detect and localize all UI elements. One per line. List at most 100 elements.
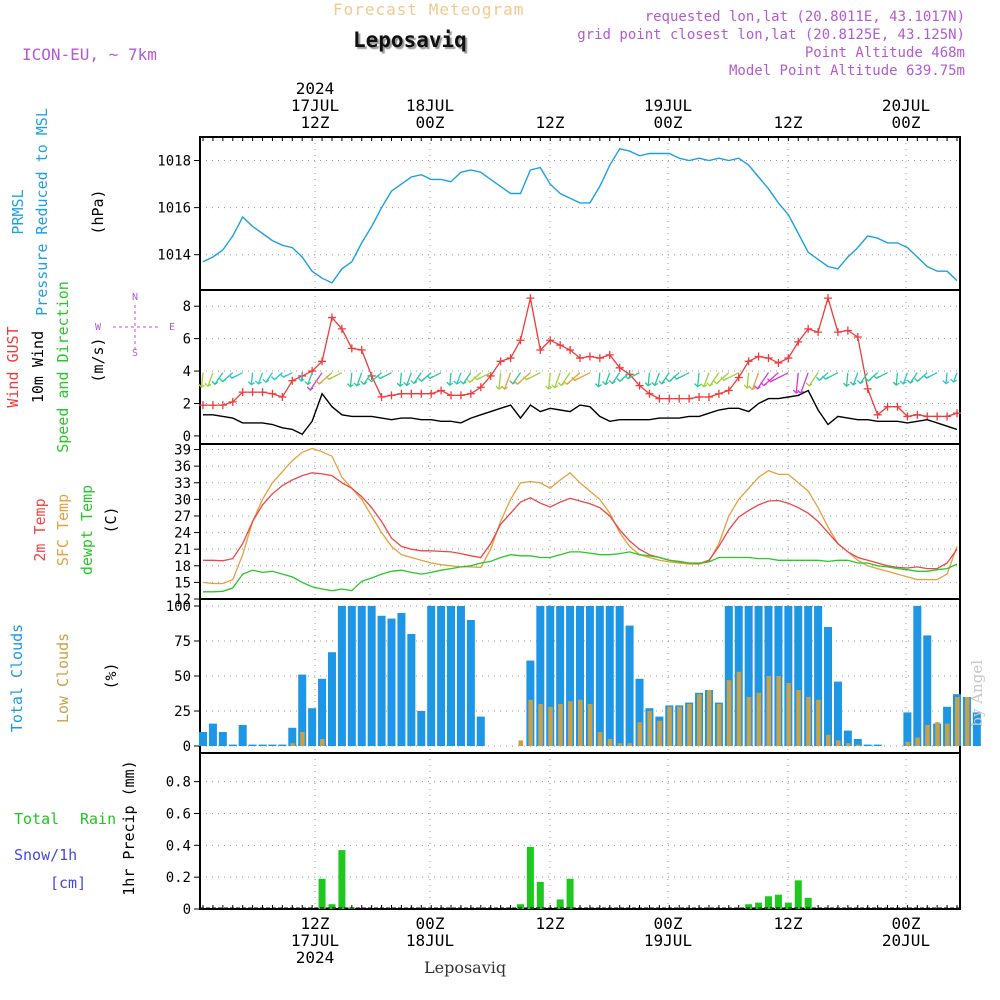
total-clouds-bar <box>318 678 327 746</box>
wind-arrowhead <box>624 375 632 380</box>
temp-unit: (C) <box>102 506 120 533</box>
gust-marker <box>824 294 833 303</box>
gust-marker <box>873 410 882 419</box>
wind-arrow <box>852 372 859 386</box>
wind-arrow <box>399 372 403 387</box>
gust-marker <box>685 394 694 403</box>
rain-bar <box>338 850 346 909</box>
wind-arrowhead <box>501 385 508 390</box>
compass-w: W <box>95 322 102 333</box>
wind-arrowhead <box>797 389 805 395</box>
chart-title: Leposaviq <box>353 28 467 52</box>
total-clouds-bar <box>585 606 594 746</box>
y-tick-label: 25 <box>174 704 191 720</box>
total-clouds-bar <box>754 606 763 746</box>
gust-marker <box>268 389 277 398</box>
y-tick-label: 15 <box>174 575 191 591</box>
wind-arrowhead <box>557 382 565 387</box>
gust-marker <box>516 336 525 345</box>
total-clouds-bar <box>397 613 406 746</box>
gust-marker <box>774 358 783 367</box>
wind-arrow <box>895 372 899 386</box>
wind-label: 10m Wind <box>29 331 47 403</box>
gust-marker <box>615 363 624 372</box>
total-clouds-bar <box>605 606 614 746</box>
total-clouds-bar <box>248 744 257 746</box>
low-clouds-bar <box>746 697 752 746</box>
wind-arrowhead <box>315 380 323 385</box>
wind-arrow <box>449 372 452 386</box>
wind-arrow <box>800 372 809 394</box>
total-clouds-label: Total Clouds <box>8 624 26 732</box>
total-clouds-bar <box>794 606 803 746</box>
wind-arrowhead <box>410 379 418 385</box>
gust-marker <box>744 357 753 366</box>
wind-arrowhead <box>720 376 728 381</box>
wind-arrowhead <box>204 382 212 388</box>
wind-arrowhead <box>551 384 559 389</box>
total-clouds-bar <box>407 634 416 746</box>
time-label-top: 12Z <box>301 113 330 132</box>
gust-marker <box>347 344 356 353</box>
y-tick-label: 39 <box>174 443 191 459</box>
total-rain-label-2: Rain <box>80 810 116 828</box>
wind-arrowhead <box>616 377 624 383</box>
snow-label-1: Snow/1h <box>14 846 77 864</box>
low-clouds-bar <box>568 701 573 746</box>
time-label-top: 18JUL <box>406 96 454 115</box>
wind-arrowhead <box>864 377 872 382</box>
panel-frame <box>199 752 961 910</box>
rain-bar <box>556 899 564 909</box>
wind-arrowhead <box>271 376 278 381</box>
rain-bar <box>765 896 772 909</box>
low-clouds-bar <box>548 706 553 746</box>
y-tick-label: 0.6 <box>166 806 191 822</box>
wind-unit: (m/s) <box>89 337 107 382</box>
t2m-label: 2m Temp <box>31 498 49 561</box>
wind-line <box>203 389 958 436</box>
gust-marker <box>695 392 704 401</box>
wind-arrowhead <box>665 378 673 383</box>
sfc-temp-label: SFC Temp <box>54 494 72 566</box>
low-clouds-bar <box>756 692 762 746</box>
wind-arrowhead <box>748 386 756 391</box>
time-label-top: 00Z <box>416 113 445 132</box>
low-clouds-bar <box>528 699 533 746</box>
total-clouds-bar <box>476 716 485 746</box>
low-clouds-bar <box>776 676 781 746</box>
wind-arrowhead <box>571 376 579 382</box>
wind-gust-label: Wind GUST <box>4 326 22 407</box>
low-clouds-bar <box>667 706 672 746</box>
low-clouds-bar <box>627 743 633 746</box>
wind-arrowhead <box>304 380 312 386</box>
low-clouds-bar <box>538 704 543 746</box>
wind-arrowhead <box>376 375 384 380</box>
gust-marker <box>526 294 535 303</box>
y-tick-label: 0 <box>183 902 191 918</box>
wind-arrow <box>307 372 313 385</box>
rain-bar <box>536 881 544 909</box>
wind-arrow <box>756 372 770 390</box>
wind-arrow <box>349 372 353 387</box>
time-label-top: 17JUL <box>291 96 339 115</box>
rain-bar <box>328 904 336 909</box>
time-label-bottom: 2024 <box>296 948 335 967</box>
wind-arrow <box>909 372 918 384</box>
wind-arrow <box>498 372 502 390</box>
wind-arrowhead <box>513 380 521 386</box>
gust-marker <box>437 386 446 395</box>
gust-marker <box>407 389 416 398</box>
gust-marker <box>794 337 803 346</box>
gust-marker <box>506 354 515 363</box>
time-label-bottom: 18JUL <box>406 931 454 950</box>
gust-marker <box>248 388 257 397</box>
wind-arrow <box>547 372 551 390</box>
y-tick-label: 1014 <box>157 248 191 264</box>
y-tick-label: 0.2 <box>166 870 191 886</box>
wind-arrowhead <box>712 380 720 385</box>
gust-marker <box>327 313 336 322</box>
wind-arrowhead <box>446 381 454 386</box>
low-clouds-bar <box>766 676 771 746</box>
y-tick-label: 36 <box>174 459 191 475</box>
